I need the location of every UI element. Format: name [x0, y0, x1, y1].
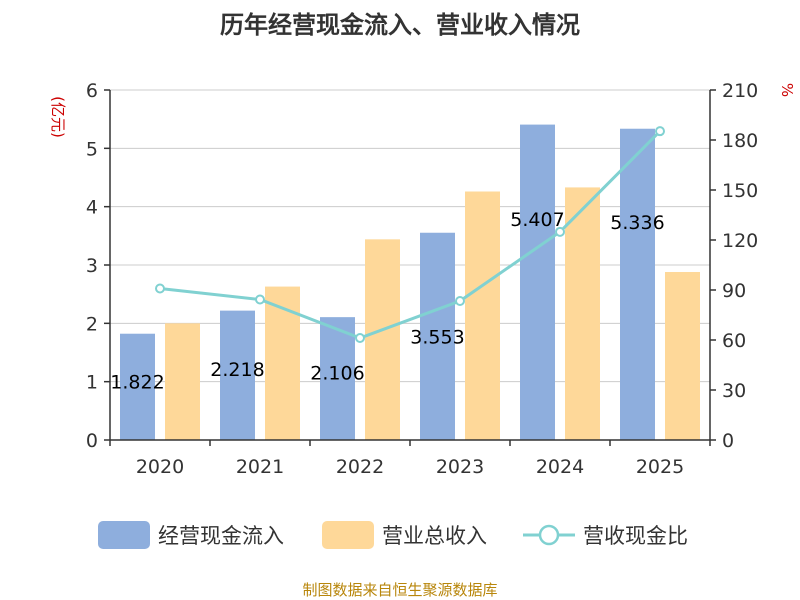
- legend-swatch-ratio-marker: [538, 524, 560, 546]
- data-labels: 1.822 2.218 2.106 3.553 5.407 5.336: [110, 209, 664, 393]
- bar-cash-inflow: [120, 333, 155, 440]
- bar-cash-inflow: [320, 317, 355, 440]
- legend-swatch-cash-inflow: [98, 521, 150, 549]
- right-tick-label: 150: [722, 180, 758, 202]
- bars: [120, 124, 700, 440]
- bar-total-revenue: [665, 272, 700, 440]
- left-tick-label: 0: [86, 430, 98, 452]
- chart-title: 历年经营现金流入、营业收入情况: [220, 11, 580, 39]
- ratio-point: [355, 333, 365, 343]
- legend: 经营现金流入 营业总收入 营收现金比: [98, 521, 688, 549]
- x-tick-label: 2023: [436, 456, 484, 478]
- left-tick-label: 1: [86, 372, 98, 394]
- ratio-point: [655, 126, 665, 137]
- left-tick-label: 3: [86, 255, 98, 277]
- right-tick-label: 60: [722, 330, 746, 352]
- left-tick-label: 6: [86, 80, 98, 102]
- bar-total-revenue: [165, 323, 200, 440]
- legend-label-cash-inflow: 经营现金流入: [158, 524, 284, 548]
- left-tick-label: 5: [86, 138, 98, 160]
- x-tick-label: 2025: [636, 456, 684, 478]
- bar-total-revenue: [565, 187, 600, 440]
- ratio-line: [155, 126, 665, 343]
- legend-label-total-revenue: 营业总收入: [382, 524, 487, 548]
- ratio-point: [455, 296, 465, 306]
- right-tick-label: 210: [722, 80, 758, 102]
- bar-total-revenue: [365, 239, 400, 440]
- x-tick-label: 2020: [136, 456, 184, 478]
- legend-label-ratio: 营收现金比: [583, 524, 688, 548]
- x-tick-label: 2024: [536, 456, 584, 478]
- bar-cash-inflow: [620, 128, 655, 440]
- ratio-point: [255, 294, 265, 305]
- data-label: 2.218: [210, 359, 264, 381]
- ratio-point: [155, 283, 165, 294]
- source-note: 制图数据来自恒生聚源数据库: [302, 581, 497, 599]
- legend-swatch-total-revenue: [322, 521, 374, 549]
- right-tick-label: 90: [722, 280, 746, 302]
- right-tick-label: 0: [722, 430, 734, 452]
- left-tick-label: 4: [86, 197, 98, 219]
- x-tick-label: 2022: [336, 456, 384, 478]
- bar-cash-inflow: [520, 124, 555, 440]
- data-label: 1.822: [110, 372, 164, 394]
- ratio-line-path: [159, 130, 662, 340]
- data-label: 5.407: [510, 209, 564, 231]
- gridlines: [110, 89, 710, 383]
- left-tick-label: 2: [86, 313, 98, 335]
- left-axis-unit: (亿元): [49, 96, 67, 138]
- data-label: 3.553: [410, 326, 464, 348]
- data-label: 2.106: [310, 362, 364, 384]
- data-label: 5.336: [610, 212, 664, 234]
- bar-cash-inflow: [420, 232, 455, 440]
- right-tick-label: 30: [722, 380, 746, 402]
- bar-cash-inflow: [220, 310, 255, 440]
- right-tick-label: 120: [722, 230, 758, 252]
- right-axis-unit: %: [778, 83, 796, 97]
- ratio-point: [555, 226, 565, 237]
- x-tick-label: 2021: [236, 456, 284, 478]
- right-tick-label: 180: [722, 130, 758, 152]
- bar-total-revenue: [465, 191, 500, 440]
